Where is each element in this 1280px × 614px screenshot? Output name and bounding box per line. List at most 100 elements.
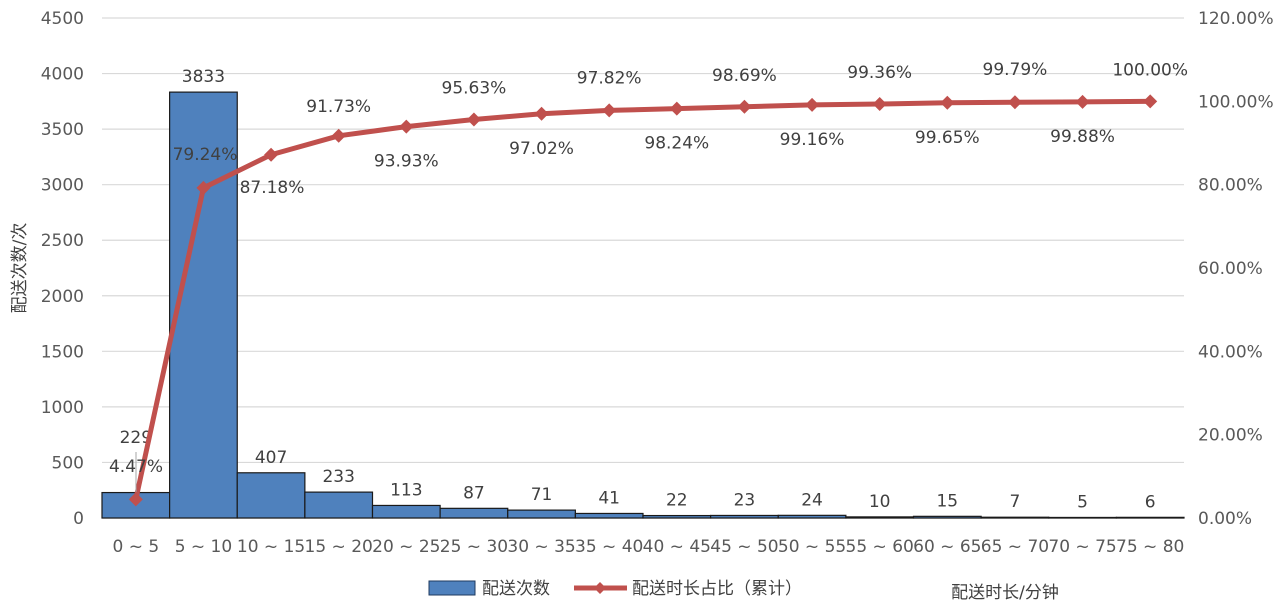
- line-marker: [1007, 95, 1022, 110]
- line-marker: [602, 103, 617, 118]
- line-marker: [1143, 94, 1158, 109]
- cumulative-line: [133, 98, 1151, 500]
- bar-data-label: 41: [598, 488, 620, 508]
- line-marker: [196, 180, 211, 195]
- bar-data-label: 7: [1010, 492, 1021, 512]
- x-tick-label: 60 ~ 65: [913, 537, 981, 557]
- line-data-labels: 4.47%79.24%87.18%91.73%93.93%95.63%97.02…: [109, 60, 1188, 492]
- line-marker: [669, 101, 684, 116]
- y-tick-label: 1500: [41, 342, 84, 362]
- line-marker: [805, 97, 820, 112]
- y-tick-label: 4000: [41, 65, 84, 85]
- legend-line-marker: [594, 582, 606, 594]
- legend-bar-label: 配送次数: [482, 579, 550, 599]
- y2-tick-label: 80.00%: [1198, 176, 1263, 196]
- gridlines: [102, 17, 1184, 519]
- y2-tick-label: 40.00%: [1198, 342, 1263, 362]
- legend-bar-swatch: [428, 580, 476, 596]
- bar-data-label: 22: [666, 491, 688, 511]
- line-marker: [737, 99, 752, 114]
- x-tick-label: 75 ~ 80: [1116, 537, 1184, 557]
- y-axis-title: 配送次数/次: [10, 223, 30, 314]
- x-tick-label: 0 ~ 5: [112, 537, 159, 557]
- line-data-label: 95.63%: [442, 79, 507, 99]
- bar: [574, 512, 644, 519]
- legend-line-label: 配送时长占比（累计）: [632, 579, 802, 599]
- line-marker: [264, 147, 279, 162]
- line-marker: [940, 95, 955, 110]
- line-marker: [872, 97, 887, 111]
- x-tick-label: 50 ~ 55: [778, 537, 846, 557]
- bar-data-label: 87: [463, 483, 485, 503]
- line-marker: [399, 119, 414, 134]
- x-tick-label: 70 ~ 75: [1048, 537, 1116, 557]
- y-tick-label: 4500: [41, 9, 84, 29]
- left-axis-ticks: 0 500 1000 1500 2000 2500 3000 3500 4000 4500: [41, 9, 84, 529]
- line-marker: [534, 106, 549, 121]
- y2-tick-label: 60.00%: [1198, 259, 1263, 279]
- line-marker: [331, 128, 346, 143]
- bar: [710, 514, 779, 519]
- x-tick-label: 40 ~ 45: [643, 537, 711, 557]
- bar: [777, 514, 847, 519]
- y-tick-label: 2000: [41, 287, 84, 307]
- y2-tick-label: 20.00%: [1198, 426, 1263, 446]
- bar-data-label: 113: [390, 480, 422, 500]
- bar: [371, 504, 441, 519]
- y2-tick-label: 120.00%: [1198, 9, 1274, 29]
- line-data-label: 87.18%: [240, 178, 305, 198]
- x-tick-label: 10 ~ 15: [237, 537, 305, 557]
- bar: [304, 491, 374, 519]
- y2-tick-label: 100.00%: [1198, 92, 1274, 112]
- bar-data-labels: 229 3833 407 233 113 87 71 41 22 23 24 10 15 7 5 6: [120, 67, 1156, 512]
- bar-data-label: 6: [1145, 492, 1156, 512]
- line-data-label: 93.93%: [374, 152, 439, 172]
- x-tick-label: 65 ~ 70: [981, 537, 1049, 557]
- line-data-label: 99.65%: [915, 128, 980, 148]
- line-data-label: 100.00%: [1112, 60, 1188, 80]
- y-tick-label: 2500: [41, 231, 84, 251]
- bar-data-label: 3833: [182, 67, 225, 87]
- y-tick-label: 3500: [41, 120, 84, 140]
- line-data-label: 99.16%: [780, 130, 845, 150]
- line-data-label: 98.69%: [712, 66, 777, 86]
- line-data-label: 99.79%: [983, 60, 1048, 80]
- x-tick-label: 30 ~ 35: [507, 537, 575, 557]
- y-tick-label: 3000: [41, 176, 84, 196]
- bar-data-label: 24: [801, 490, 823, 510]
- bar-data-label: 5: [1077, 492, 1088, 512]
- line-data-label: 91.73%: [306, 97, 371, 117]
- x-tick-label: 5 ~ 10: [175, 537, 233, 557]
- bar: [912, 515, 982, 519]
- x-tick-label: 25 ~ 30: [440, 537, 508, 557]
- bar-data-label: 229: [120, 428, 152, 448]
- bar: [980, 516, 1050, 519]
- x-axis-title: 配送时长/分钟: [951, 583, 1059, 603]
- line-data-label: 97.02%: [509, 139, 574, 159]
- bar: [845, 516, 915, 519]
- legend: 配送次数 配送时长占比（累计）: [428, 579, 802, 599]
- x-tick-label: 35 ~ 40: [575, 537, 643, 557]
- bar: [169, 91, 238, 519]
- bar-data-label: 23: [734, 490, 756, 510]
- line-marker: [1075, 94, 1090, 109]
- bar: [1048, 516, 1117, 519]
- line-data-label: 98.24%: [644, 134, 709, 154]
- bar: [439, 507, 509, 519]
- x-tick-label: 20 ~ 25: [372, 537, 440, 557]
- bar-data-label: 233: [322, 467, 354, 487]
- x-tick-label: 55 ~ 60: [846, 537, 914, 557]
- y2-tick-label: 0.00%: [1198, 509, 1252, 529]
- bar-data-label: 71: [531, 485, 553, 505]
- y-tick-label: 1000: [41, 398, 84, 418]
- bar-data-label: 407: [255, 448, 287, 468]
- bar: [507, 509, 576, 519]
- right-axis-ticks: 0.00% 20.00% 40.00% 60.00% 80.00% 100.00% 120.…: [1198, 9, 1274, 529]
- x-tick-label: 15 ~ 20: [305, 537, 373, 557]
- y-tick-label: 0: [73, 509, 84, 529]
- bar-data-label: 10: [869, 492, 891, 512]
- line-data-label: 99.36%: [847, 63, 912, 83]
